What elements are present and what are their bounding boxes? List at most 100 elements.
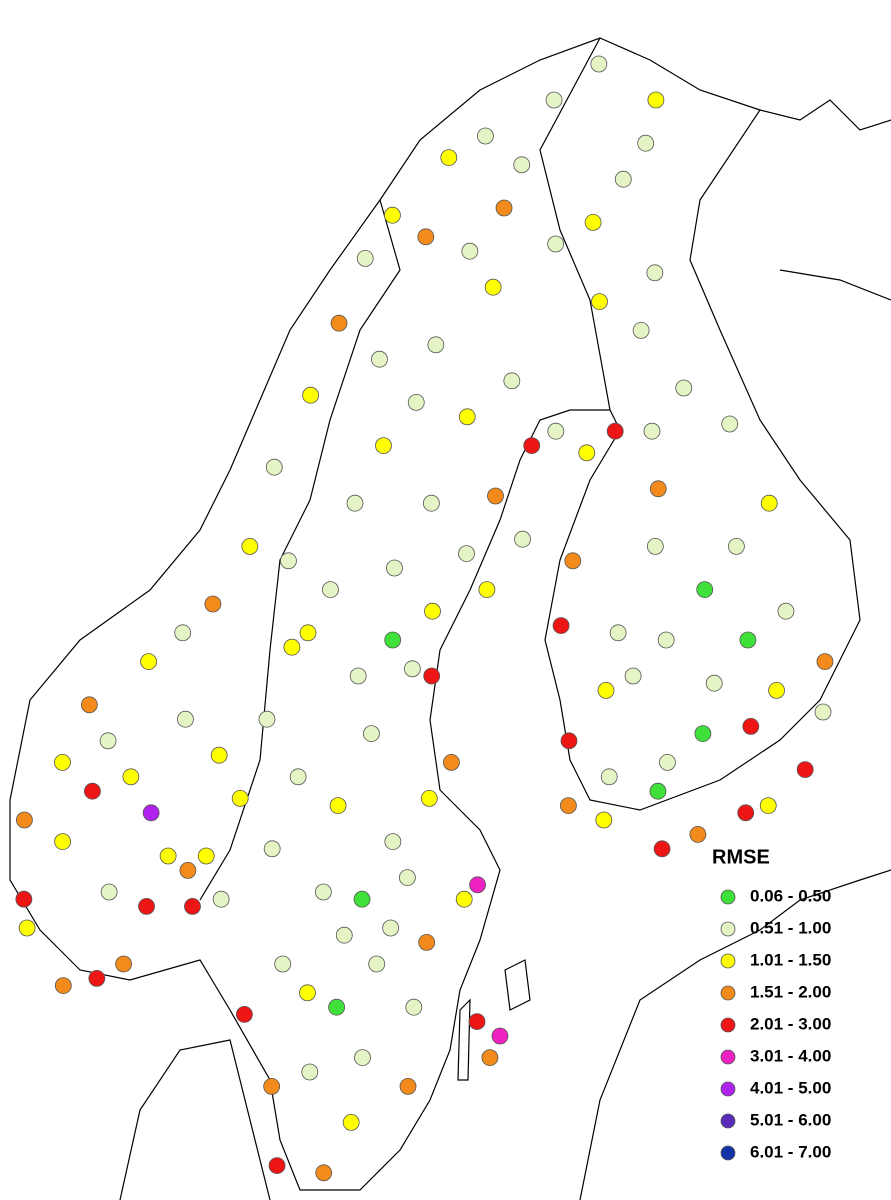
station [458, 545, 475, 562]
station [597, 682, 615, 699]
station [84, 782, 101, 800]
station [405, 998, 423, 1016]
station [481, 1049, 499, 1066]
station [418, 934, 436, 951]
legend-swatch [720, 953, 736, 969]
station [302, 386, 320, 404]
station [179, 862, 197, 879]
station [231, 790, 249, 807]
station [18, 919, 36, 937]
legend-label: 2.01 - 3.00 [750, 1014, 831, 1033]
island [457, 959, 531, 1081]
station [584, 213, 602, 231]
station [657, 631, 675, 649]
legend-swatch [720, 1017, 736, 1033]
legend-label: 0.51 - 1.00 [750, 918, 831, 937]
station [469, 876, 486, 894]
station [265, 458, 283, 476]
station [727, 538, 745, 555]
station [477, 127, 494, 145]
station [314, 883, 332, 901]
station [423, 667, 441, 685]
station [322, 581, 339, 598]
station [212, 890, 230, 908]
legend-swatch [720, 889, 736, 905]
station [241, 538, 259, 555]
station [694, 725, 712, 742]
station [142, 804, 160, 822]
station [595, 811, 613, 829]
station [643, 422, 661, 440]
station [491, 1027, 509, 1045]
station [468, 1013, 486, 1030]
station [689, 826, 707, 843]
station [140, 653, 158, 670]
station [624, 667, 642, 685]
station [590, 55, 608, 73]
station [609, 624, 627, 642]
station [442, 754, 460, 771]
station [777, 602, 795, 620]
station [315, 1164, 333, 1182]
station [115, 955, 133, 973]
station [382, 919, 400, 937]
station [283, 638, 301, 656]
station [210, 746, 228, 764]
station [478, 581, 496, 598]
station [545, 91, 563, 109]
station [647, 91, 665, 109]
station [349, 667, 367, 685]
station [363, 725, 380, 742]
station [768, 682, 785, 699]
station [330, 314, 348, 332]
station [54, 977, 72, 994]
legend-label: 5.01 - 6.00 [750, 1110, 831, 1129]
station [274, 955, 292, 973]
station [353, 890, 371, 908]
station [760, 494, 778, 512]
station [258, 710, 276, 728]
station [403, 660, 421, 678]
legend-label: 1.01 - 1.50 [750, 950, 831, 969]
station [289, 768, 307, 786]
station [646, 264, 664, 282]
station [159, 847, 177, 865]
station [335, 926, 353, 944]
station [424, 602, 441, 620]
legend-label: 3.01 - 4.00 [750, 1046, 831, 1065]
denmark [119, 1039, 271, 1200]
station [368, 955, 386, 973]
station [696, 581, 714, 598]
station [420, 790, 438, 807]
station [742, 718, 760, 735]
station [177, 710, 194, 728]
russia-coast [759, 99, 891, 301]
station [263, 1078, 281, 1095]
station [637, 134, 655, 152]
coastline [9, 37, 861, 1191]
station [197, 847, 215, 865]
station [427, 336, 445, 354]
station [484, 278, 502, 296]
station [375, 437, 392, 455]
station [301, 1063, 319, 1081]
station [514, 530, 531, 548]
station [564, 552, 582, 570]
station [235, 1006, 253, 1023]
station [737, 804, 755, 822]
station [299, 984, 316, 1002]
station [88, 970, 106, 987]
station [591, 293, 608, 311]
station [268, 1157, 286, 1174]
station [138, 898, 155, 915]
station [407, 393, 425, 411]
station [552, 617, 570, 634]
legend-swatch [720, 1081, 736, 1097]
station [371, 350, 388, 368]
station [559, 797, 577, 814]
legend-swatch [720, 1113, 736, 1129]
station [16, 811, 33, 829]
